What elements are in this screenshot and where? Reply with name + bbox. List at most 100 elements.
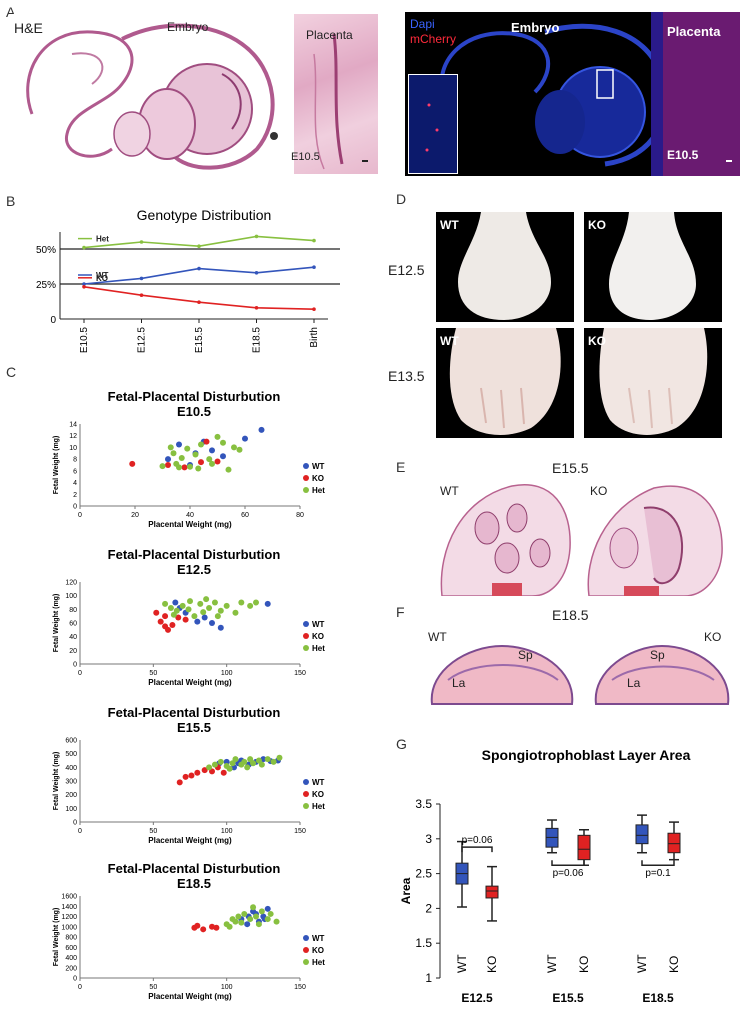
- scatter-point-ko: [214, 458, 221, 465]
- scatter-point-het: [238, 599, 245, 606]
- y-axis-label: Fetal Weight (mg): [53, 752, 60, 811]
- scatter-point-wt: [194, 618, 201, 625]
- y-tick-label: 10: [69, 445, 77, 452]
- y-tick-label: 2: [73, 492, 77, 499]
- significance-bracket: [461, 846, 493, 853]
- scale-bar: [362, 160, 368, 162]
- group-label: KO: [577, 956, 591, 973]
- y-tick-label: 100: [65, 806, 77, 813]
- data-point: [254, 271, 259, 275]
- paw-image-ko-e13-5: [584, 328, 722, 438]
- x-tick-label: 150: [294, 828, 306, 835]
- scatter-point-wt: [217, 624, 224, 631]
- y-tick-label: 1400: [61, 904, 77, 911]
- stage-label-e13-5: E13.5: [388, 368, 425, 384]
- x-axis-label: Placental Weight (mg): [148, 678, 232, 687]
- he-label: H&E: [14, 20, 43, 36]
- x-tick-label: 20: [131, 512, 139, 519]
- series-label: WT: [96, 271, 109, 280]
- y-tick-label: 120: [65, 580, 77, 587]
- x-axis-label: Placental Weight (mg): [148, 992, 232, 1001]
- y-tick-label: 60: [69, 621, 77, 628]
- scatter-point-het: [258, 761, 265, 768]
- data-point: [312, 307, 316, 311]
- ko-label: KO: [590, 484, 608, 498]
- data-point: [254, 234, 259, 239]
- scatter-point-het: [195, 465, 202, 472]
- x-tick-label: 150: [294, 670, 306, 677]
- scatter-point-wt: [242, 435, 248, 442]
- legend-marker: [303, 947, 309, 953]
- group-label: KO: [485, 956, 499, 973]
- scatter-point-wt: [264, 600, 271, 607]
- scatter-point-het: [255, 921, 262, 928]
- scatter-point-het: [226, 765, 233, 772]
- legend-label: WT: [312, 462, 325, 471]
- data-point: [82, 285, 86, 289]
- scatter-point-het: [250, 760, 257, 767]
- x-tick-label: 40: [186, 512, 194, 519]
- scatter-point-het: [232, 918, 239, 925]
- x-tick-label: Birth: [309, 327, 320, 348]
- histology-title-e15-5: E15.5: [552, 460, 589, 476]
- y-tick-label: 0: [50, 315, 56, 326]
- chart-subtitle: E18.5: [177, 876, 211, 891]
- y-tick-label: 4: [73, 480, 77, 487]
- scatter-point-ko: [200, 926, 207, 933]
- scatter-point-het: [206, 764, 213, 771]
- scatter-point-het: [197, 600, 204, 607]
- y-tick-label: 1.5: [415, 936, 432, 950]
- scatter-point-het: [214, 433, 221, 440]
- x-tick-label: 100: [221, 828, 233, 835]
- y-tick-label: 1000: [61, 924, 77, 931]
- y-axis-label: Area: [400, 877, 413, 904]
- scatter-point-het: [170, 611, 177, 618]
- scatter-point-wt: [176, 441, 182, 448]
- scatter-point-ko: [162, 613, 169, 620]
- x-tick-label: 0: [78, 984, 82, 991]
- panel-label-f: F: [396, 604, 405, 620]
- y-tick-label: 2: [425, 901, 432, 915]
- y-tick-label: 0: [73, 820, 77, 827]
- wt-label: WT: [440, 334, 459, 348]
- y-tick-label: 1200: [61, 914, 77, 921]
- placenta-title-e18-5: E18.5: [552, 607, 589, 623]
- y-tick-label: 500: [65, 751, 77, 758]
- legend-label: KO: [312, 790, 324, 799]
- scatter-point-het: [198, 441, 204, 448]
- y-tick-label: 3: [425, 832, 432, 846]
- x-tick-label: E18.5: [252, 327, 263, 354]
- x-tick-label: 80: [296, 512, 304, 519]
- data-point: [312, 238, 316, 243]
- panel-label-b: B: [6, 193, 16, 209]
- legend-label: KO: [312, 474, 324, 483]
- x-tick-label: 150: [294, 984, 306, 991]
- scatter-point-het: [253, 913, 259, 920]
- scatter-point-het: [191, 613, 198, 620]
- scatter-point-het: [203, 596, 210, 603]
- paw-image-wt-e13-5: [436, 328, 574, 438]
- stage-label: E12.5: [461, 991, 493, 1005]
- legend-label: KO: [312, 946, 324, 955]
- scatter-point-wt: [165, 456, 171, 463]
- p-value-label: p=0.06: [462, 835, 493, 846]
- scatter-point-het: [247, 602, 254, 609]
- panel-label-g: G: [396, 736, 407, 752]
- scatter-point-ko: [165, 462, 171, 468]
- embryo-label-fluor: Embryo: [511, 20, 560, 35]
- scatter-point-het: [253, 599, 259, 606]
- data-point: [197, 244, 201, 248]
- legend-marker: [303, 621, 309, 627]
- y-tick-label: 25%: [36, 280, 56, 291]
- scatter-point-het: [187, 463, 193, 470]
- y-tick-label: 8: [73, 457, 77, 464]
- scatter-point-ko: [213, 924, 220, 931]
- y-tick-label: 600: [65, 738, 77, 745]
- box-ko-box: [577, 834, 591, 861]
- scatter-point-ko: [182, 616, 189, 623]
- genotype-chart: Genotype Distribution 0 25% 50% E10.5 E12.5 E…: [36, 207, 340, 354]
- scatter-point-ko: [198, 459, 204, 466]
- scatter-point-wt: [220, 453, 226, 460]
- scatter-point-wt: [201, 614, 208, 621]
- data-point: [312, 265, 316, 269]
